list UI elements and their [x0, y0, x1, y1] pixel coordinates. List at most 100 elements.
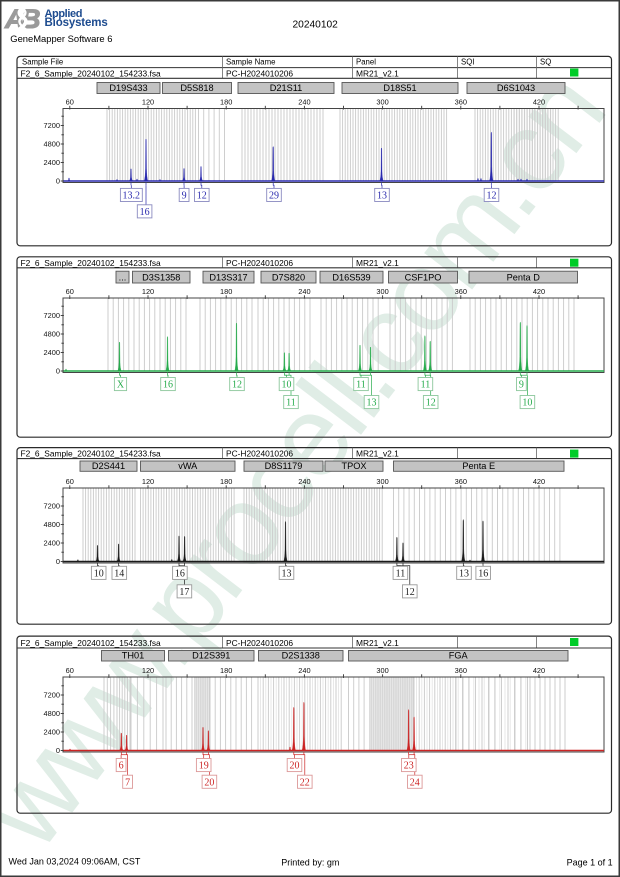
svg-text:TPOX: TPOX — [341, 461, 366, 471]
svg-text:0: 0 — [56, 557, 60, 566]
svg-text:vWA: vWA — [178, 461, 198, 471]
svg-text:D19S433: D19S433 — [109, 83, 147, 93]
svg-text:420: 420 — [533, 477, 545, 486]
svg-text:0: 0 — [56, 177, 60, 186]
svg-text:300: 300 — [376, 666, 388, 675]
svg-text:F2_6_Sample_20240102_154233.fs: F2_6_Sample_20240102_154233.fsa — [21, 68, 162, 78]
svg-text:16: 16 — [163, 380, 173, 391]
svg-text:420: 420 — [533, 666, 545, 675]
svg-text:11: 11 — [421, 380, 431, 391]
svg-text:D5S818: D5S818 — [180, 83, 213, 93]
svg-text:24: 24 — [410, 777, 420, 788]
svg-text:10: 10 — [94, 569, 104, 580]
svg-text:Page 1 of 1: Page 1 of 1 — [567, 858, 613, 868]
svg-text:4800: 4800 — [44, 709, 60, 718]
svg-text:F2_6_Sample_20240102_154233.fs: F2_6_Sample_20240102_154233.fsa — [21, 638, 162, 648]
svg-text:SQI: SQI — [461, 58, 474, 67]
svg-text:60: 60 — [66, 477, 74, 486]
svg-text:D13S317: D13S317 — [209, 273, 247, 283]
svg-text:D8S1179: D8S1179 — [265, 461, 303, 471]
svg-text:7200: 7200 — [44, 121, 60, 130]
svg-text:MR21_v2.1: MR21_v2.1 — [356, 68, 399, 78]
svg-text:19: 19 — [199, 761, 209, 772]
svg-text:Penta E: Penta E — [462, 461, 495, 471]
svg-text:Applied: Applied — [45, 8, 83, 20]
svg-text:9: 9 — [182, 191, 187, 202]
svg-text:D2S1338: D2S1338 — [282, 651, 320, 661]
svg-text:20: 20 — [290, 761, 300, 772]
svg-text:120: 120 — [142, 287, 154, 296]
svg-text:13: 13 — [459, 569, 469, 580]
svg-text:0: 0 — [56, 367, 60, 376]
svg-text:16: 16 — [140, 207, 150, 218]
svg-text:PC-H2024010206: PC-H2024010206 — [226, 638, 293, 648]
svg-text:300: 300 — [376, 97, 388, 106]
svg-text:CSF1PO: CSF1PO — [405, 273, 442, 283]
svg-text:PC-H2024010206: PC-H2024010206 — [226, 68, 293, 78]
svg-text:16: 16 — [478, 569, 488, 580]
svg-text:10: 10 — [282, 380, 292, 391]
svg-text:12: 12 — [405, 587, 415, 598]
svg-text:Biosystems: Biosystems — [45, 17, 108, 29]
svg-text:D2S441: D2S441 — [92, 461, 125, 471]
svg-text:29: 29 — [269, 191, 279, 202]
svg-text:13: 13 — [377, 191, 387, 202]
svg-text:2400: 2400 — [44, 728, 60, 737]
svg-text:2400: 2400 — [44, 539, 60, 548]
svg-text:12: 12 — [426, 398, 436, 409]
svg-text:360: 360 — [455, 287, 467, 296]
svg-text:60: 60 — [66, 97, 74, 106]
svg-text:4800: 4800 — [44, 140, 60, 149]
svg-text:13: 13 — [367, 398, 377, 409]
svg-text:240: 240 — [298, 287, 310, 296]
svg-text:MR21_v2.1: MR21_v2.1 — [356, 638, 399, 648]
svg-text:12: 12 — [197, 191, 207, 202]
svg-text:16: 16 — [175, 569, 185, 580]
svg-text:Sample Name: Sample Name — [226, 58, 275, 67]
svg-text:D7S820: D7S820 — [272, 273, 305, 283]
svg-text:240: 240 — [298, 666, 310, 675]
svg-text:F2_6_Sample_20240102_154233.fs: F2_6_Sample_20240102_154233.fsa — [21, 449, 162, 459]
svg-text:20240102: 20240102 — [293, 19, 339, 30]
svg-text:FGA: FGA — [449, 651, 469, 661]
svg-text:PC-H2024010206: PC-H2024010206 — [226, 258, 293, 268]
svg-text:D12S391: D12S391 — [192, 651, 230, 661]
svg-text:7200: 7200 — [44, 502, 60, 511]
svg-text:7200: 7200 — [44, 691, 60, 700]
svg-text:420: 420 — [533, 287, 545, 296]
svg-text:F2_6_Sample_20240102_154233.fs: F2_6_Sample_20240102_154233.fsa — [21, 258, 162, 268]
svg-text:120: 120 — [142, 97, 154, 106]
svg-text:7200: 7200 — [44, 311, 60, 320]
svg-text:11: 11 — [396, 569, 406, 580]
svg-text:11: 11 — [356, 380, 366, 391]
svg-text:120: 120 — [142, 477, 154, 486]
svg-text:240: 240 — [298, 97, 310, 106]
svg-text:...: ... — [119, 273, 127, 283]
svg-text:180: 180 — [220, 477, 232, 486]
svg-text:GeneMapper Software 6: GeneMapper Software 6 — [10, 33, 112, 44]
svg-text:420: 420 — [533, 97, 545, 106]
svg-text:Sample File: Sample File — [22, 58, 63, 67]
svg-text:D3S1358: D3S1358 — [142, 273, 180, 283]
svg-text:22: 22 — [300, 777, 310, 788]
svg-text:360: 360 — [455, 97, 467, 106]
svg-text:60: 60 — [66, 666, 74, 675]
svg-text:D16S539: D16S539 — [332, 273, 370, 283]
svg-text:10: 10 — [522, 398, 532, 409]
svg-text:180: 180 — [220, 666, 232, 675]
svg-text:9: 9 — [519, 380, 524, 391]
svg-text:13.2: 13.2 — [123, 191, 141, 202]
svg-text:Printed by: gm: Printed by: gm — [281, 858, 339, 868]
svg-text:X: X — [117, 380, 125, 391]
svg-text:2400: 2400 — [44, 348, 60, 357]
svg-text:240: 240 — [298, 477, 310, 486]
svg-text:360: 360 — [455, 666, 467, 675]
svg-text:180: 180 — [220, 287, 232, 296]
svg-text:300: 300 — [376, 287, 388, 296]
svg-text:2400: 2400 — [44, 158, 60, 167]
svg-text:12: 12 — [232, 380, 242, 391]
svg-text:0: 0 — [56, 746, 60, 755]
svg-text:12: 12 — [487, 191, 497, 202]
svg-text:360: 360 — [455, 477, 467, 486]
svg-text:MR21_v2.1: MR21_v2.1 — [356, 449, 399, 459]
